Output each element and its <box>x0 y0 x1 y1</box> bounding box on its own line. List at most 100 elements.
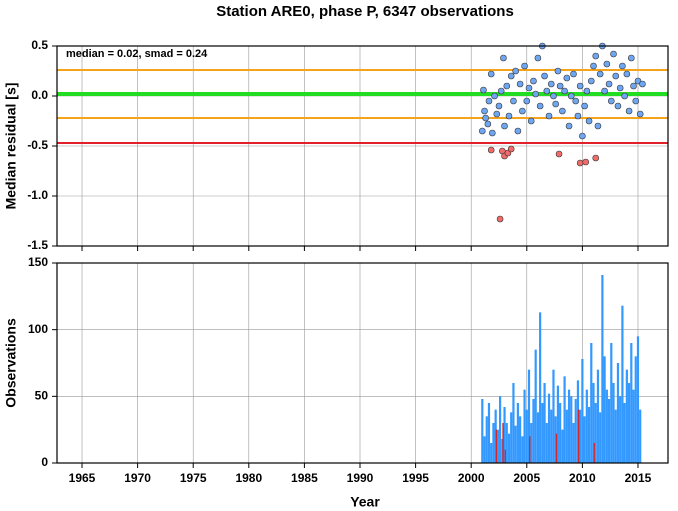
bar <box>552 369 555 463</box>
data-point <box>541 72 548 80</box>
data-point <box>516 80 524 88</box>
data-point <box>603 60 611 68</box>
data-point <box>576 159 584 167</box>
bar <box>499 396 502 463</box>
data-point <box>625 107 633 115</box>
y-tick-label: 150 <box>28 255 48 269</box>
bar <box>634 356 637 463</box>
data-point <box>527 117 535 125</box>
bar <box>516 403 519 463</box>
data-point <box>612 72 620 80</box>
data-point <box>632 97 640 105</box>
bar <box>630 343 633 463</box>
bar <box>503 407 506 463</box>
bar <box>563 376 566 463</box>
data-point <box>567 92 575 100</box>
data-point <box>482 114 489 122</box>
data-point <box>579 132 586 140</box>
y-tick-label: 0.5 <box>31 38 48 52</box>
x-tick-label: 1970 <box>124 471 151 485</box>
y-tick-label: 50 <box>35 389 49 403</box>
bar <box>501 439 504 463</box>
data-point <box>565 122 573 130</box>
bar <box>592 383 595 463</box>
data-point <box>583 87 591 95</box>
bar <box>607 399 611 463</box>
bar <box>539 312 542 463</box>
y-tick-label: 0 <box>41 455 48 469</box>
bar <box>550 409 553 463</box>
data-point <box>505 112 513 120</box>
y-tick-label: -0.5 <box>27 138 48 152</box>
data-point <box>590 62 597 70</box>
bar <box>610 343 613 463</box>
data-point <box>610 50 617 58</box>
data-point <box>496 215 504 223</box>
bar <box>483 436 486 463</box>
data-point <box>503 82 511 90</box>
bar <box>485 416 488 463</box>
bar <box>527 369 531 463</box>
bar <box>572 423 575 463</box>
data-point <box>621 92 628 100</box>
bar <box>534 349 537 463</box>
bar <box>495 429 498 463</box>
data-point <box>559 107 566 115</box>
x-tick-label: 1995 <box>402 471 429 485</box>
data-point <box>554 67 562 75</box>
bar <box>481 399 484 463</box>
data-point <box>523 97 531 105</box>
bar <box>543 383 546 463</box>
data-point <box>530 77 537 85</box>
bar <box>567 389 571 463</box>
data-point <box>493 110 501 118</box>
data-point <box>536 102 544 110</box>
bar <box>565 409 568 463</box>
bar <box>514 425 517 463</box>
x-tick-label: 1975 <box>180 471 207 485</box>
bar <box>574 399 577 463</box>
data-point <box>479 127 486 135</box>
bar <box>502 423 504 463</box>
data-point <box>592 52 600 60</box>
bar <box>512 383 515 463</box>
data-point <box>582 158 590 166</box>
data-point <box>487 70 495 78</box>
data-point <box>495 102 503 110</box>
bar <box>554 416 557 463</box>
bar <box>632 389 635 463</box>
data-point <box>547 80 555 88</box>
x-tick-label: 1990 <box>347 471 374 485</box>
bar <box>616 363 620 463</box>
data-point <box>594 122 602 130</box>
bar <box>625 369 628 463</box>
bar <box>510 412 513 463</box>
bar <box>623 403 626 463</box>
bar <box>612 383 615 463</box>
bar <box>570 396 573 463</box>
bar <box>490 443 493 463</box>
data-point <box>592 154 600 162</box>
data-point <box>607 97 615 105</box>
data-point <box>514 127 522 135</box>
data-point <box>630 82 637 90</box>
x-tick-label: 2000 <box>458 471 485 485</box>
bar <box>559 403 562 463</box>
data-point <box>616 84 624 92</box>
plot-frame <box>56 262 669 464</box>
bar <box>504 449 506 463</box>
bar <box>556 385 560 463</box>
bar <box>505 423 508 463</box>
bar <box>492 423 495 463</box>
bar <box>614 409 617 463</box>
bar <box>577 409 580 463</box>
data-point <box>576 82 584 90</box>
data-point <box>519 107 526 115</box>
x-tick-label: 1985 <box>291 471 318 485</box>
x-tick-label: 2005 <box>513 471 540 485</box>
bar <box>532 399 535 463</box>
bar <box>605 389 608 463</box>
data-point <box>501 122 508 130</box>
data-point <box>497 87 505 95</box>
